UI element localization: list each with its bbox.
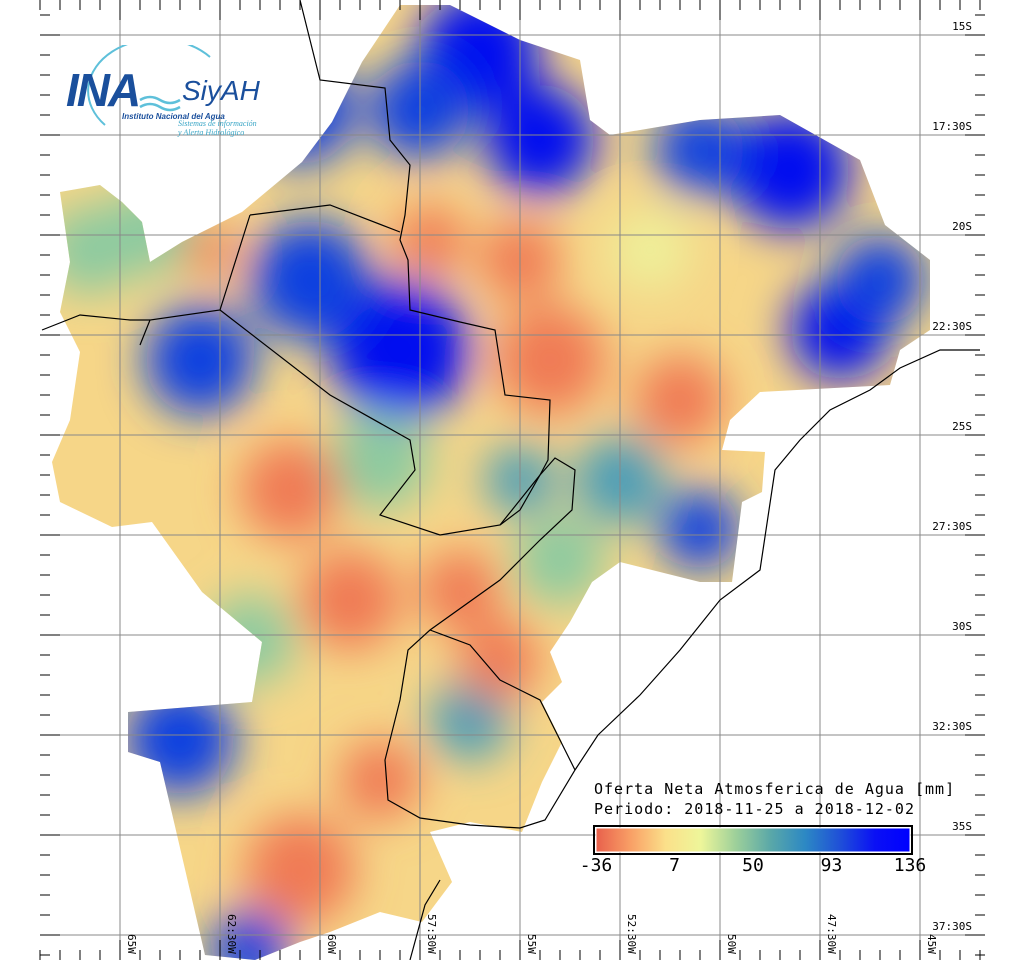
field-blob: [420, 550, 500, 630]
longitude-label: 52:30W: [625, 914, 638, 954]
colorbar: [595, 827, 911, 853]
logo-line3: y Alerta Hidrológico: [178, 128, 245, 137]
field-blob: [205, 595, 295, 685]
field-blob: [125, 685, 235, 795]
field-blob: [485, 85, 595, 195]
axis-ticks: [39, 0, 985, 960]
field-blob: [635, 355, 725, 445]
field-blob: [430, 680, 510, 760]
legend-period: Periodo: 2018-11-25 a 2018-12-02: [594, 800, 915, 818]
colorbar-tick-label: 7: [669, 855, 680, 876]
field-blob: [515, 515, 605, 605]
ina-siyah-logo: INA SiyAH Instituto Nacional del Agua Si…: [60, 37, 270, 145]
longitude-label: 45W: [925, 934, 938, 954]
latitude-label: 27:30S: [932, 520, 972, 533]
longitude-label: 47:30W: [825, 914, 838, 954]
latitude-label: 25S: [952, 420, 972, 433]
latitude-label: 20S: [952, 220, 972, 233]
longitude-label: 50W: [725, 934, 738, 954]
field-blob: [660, 490, 740, 570]
colorbar-tick-label: 136: [893, 855, 927, 876]
field-blob: [145, 305, 255, 415]
field-blob: [340, 740, 420, 820]
field-blob: [330, 280, 470, 420]
logo-siyah-text: SiyAH: [182, 75, 260, 106]
legend-title: Oferta Neta Atmosferica de Agua [mm]: [594, 780, 956, 798]
latitude-label: 32:30S: [932, 720, 972, 733]
latitude-label: 22:30S: [932, 320, 972, 333]
logo-line1: Instituto Nacional del Agua: [122, 112, 225, 121]
field-blob: [460, 620, 540, 700]
latitude-label: 30S: [952, 620, 972, 633]
latitude-label: 35S: [952, 820, 972, 833]
latitude-label: 15S: [952, 20, 972, 33]
country-borders: [41, 0, 980, 960]
field-blob: [185, 225, 235, 275]
latitude-label: 37:30S: [932, 920, 972, 933]
field-blob: [835, 235, 925, 325]
longitude-label: 60W: [325, 934, 338, 954]
field-blob: [240, 440, 340, 540]
longitude-label: 57:30W: [425, 914, 438, 954]
colorbar-frame: [593, 825, 913, 855]
field-blob: [52, 205, 135, 295]
colorbar-tick-label: 93: [820, 855, 843, 876]
field-blob: [495, 305, 605, 415]
longitude-label: 62:30W: [225, 914, 238, 954]
logo-ina-text: INA: [66, 64, 141, 116]
field-blob: [245, 815, 355, 925]
colorbar-tick-label: 50: [742, 855, 764, 876]
field-blob: [210, 910, 290, 960]
latitude-label: 17:30S: [932, 120, 972, 133]
longitude-label: 65W: [125, 934, 138, 954]
field-blob: [330, 410, 430, 510]
field-blob: [655, 105, 745, 195]
field-blob: [250, 220, 370, 340]
field-blob: [395, 205, 465, 275]
field-blob: [730, 110, 850, 230]
field-blob: [610, 210, 690, 290]
field-blob: [300, 550, 400, 650]
colorbar-tick-label: -36: [579, 855, 613, 876]
longitude-label: 55W: [525, 934, 538, 954]
logo-line2: Sistemas de información: [178, 119, 257, 128]
